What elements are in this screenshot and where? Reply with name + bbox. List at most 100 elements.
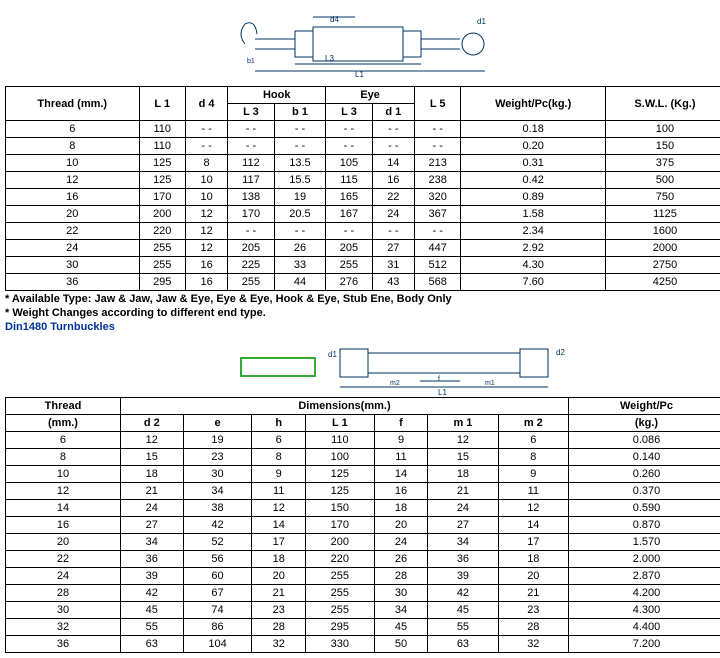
t2-cell: 21: [428, 483, 498, 500]
t1-cell: 125: [139, 172, 185, 189]
col2-m2: m 2: [498, 415, 568, 432]
t2-cell: 45: [120, 602, 183, 619]
t1-cell: 138: [228, 189, 274, 206]
t2-cell: 0.140: [569, 449, 720, 466]
t1-cell: - -: [326, 223, 372, 240]
t2-cell: 17: [252, 534, 305, 551]
svg-text:d2: d2: [556, 348, 565, 357]
col-d4: d 4: [185, 87, 227, 121]
t2-cell: 63: [428, 636, 498, 653]
t2-cell: 330: [305, 636, 374, 653]
t1-cell: 225: [228, 257, 274, 274]
t2-cell: 67: [183, 585, 252, 602]
col-hook-b1: b 1: [274, 104, 326, 121]
t1-cell: 105: [326, 155, 372, 172]
t1-cell: - -: [185, 138, 227, 155]
table-row: 223656182202636182.000: [6, 551, 720, 568]
t1-cell: 20.5: [274, 206, 326, 223]
col2-dims: Dimensions(mm.): [120, 398, 568, 415]
t2-cell: 86: [183, 619, 252, 636]
t1-cell: 31: [372, 257, 414, 274]
t1-cell: 10: [185, 189, 227, 206]
t1-cell: 213: [414, 155, 460, 172]
t2-cell: 34: [428, 534, 498, 551]
t2-cell: 27: [428, 517, 498, 534]
t2-cell: 15: [120, 449, 183, 466]
t2-cell: 4.400: [569, 619, 720, 636]
t1-cell: 512: [414, 257, 460, 274]
t2-cell: 42: [428, 585, 498, 602]
t2-cell: 60: [183, 568, 252, 585]
svg-text:d1: d1: [328, 350, 337, 359]
t1-cell: 0.31: [461, 155, 606, 172]
svg-text:d4: d4: [330, 15, 339, 24]
t1-cell: 112: [228, 155, 274, 172]
t2-cell: 2.000: [569, 551, 720, 568]
t2-cell: 18: [498, 551, 568, 568]
t2-cell: 28: [6, 585, 121, 602]
t2-cell: 23: [498, 602, 568, 619]
t1-cell: - -: [372, 121, 414, 138]
table-row: 161701013819165223200.89750: [6, 189, 720, 206]
t2-cell: 255: [305, 585, 374, 602]
t1-cell: 15.5: [274, 172, 326, 189]
din1480-body-diagram: d1 d2 L1 m2 m1 f: [320, 337, 580, 397]
t1-cell: 0.89: [461, 189, 606, 206]
table-row: 242551220526205274472.922000: [6, 240, 720, 257]
t1-cell: 238: [414, 172, 460, 189]
col-eye: Eye: [326, 87, 415, 104]
t1-cell: - -: [414, 223, 460, 240]
t2-cell: 200: [305, 534, 374, 551]
t2-cell: 6: [6, 432, 121, 449]
t2-cell: 24: [120, 500, 183, 517]
t2-cell: 8: [6, 449, 121, 466]
t2-cell: 4.300: [569, 602, 720, 619]
t2-cell: 10: [6, 466, 121, 483]
col2-thread: Thread: [6, 398, 121, 415]
t2-cell: 7.200: [569, 636, 720, 653]
t2-cell: 55: [120, 619, 183, 636]
t1-cell: 7.60: [461, 274, 606, 291]
t2-cell: 0.086: [569, 432, 720, 449]
t2-cell: 0.260: [569, 466, 720, 483]
table-row: 815238100111580.140: [6, 449, 720, 466]
table-row: 6110- -- -- -- -- -- -0.18100: [6, 121, 720, 138]
col-thread: Thread (mm.): [6, 87, 140, 121]
table-row: 61219611091260.086: [6, 432, 720, 449]
t1-cell: - -: [185, 121, 227, 138]
t2-cell: 16: [6, 517, 121, 534]
t2-cell: 28: [374, 568, 427, 585]
col-l1: L 1: [139, 87, 185, 121]
t1-cell: 24: [6, 240, 140, 257]
t1-cell: 4250: [605, 274, 720, 291]
t1-cell: 19: [274, 189, 326, 206]
diagram-2-area: d1 d2 L1 m2 m1 f: [5, 337, 720, 397]
t2-cell: 21: [252, 585, 305, 602]
t2-cell: 50: [374, 636, 427, 653]
t2-cell: 6: [252, 432, 305, 449]
table-row: 10125811213.5105142130.31375: [6, 155, 720, 172]
t2-cell: 27: [120, 517, 183, 534]
t2-cell: 11: [374, 449, 427, 466]
t2-cell: 24: [428, 500, 498, 517]
t2-cell: 110: [305, 432, 374, 449]
t1-cell: 220: [139, 223, 185, 240]
t1-cell: - -: [274, 121, 326, 138]
t2-cell: 4.200: [569, 585, 720, 602]
col-eye-l3: L 3: [326, 104, 372, 121]
t2-cell: 26: [374, 551, 427, 568]
table-row: 1018309125141890.260: [6, 466, 720, 483]
col2-f: f: [374, 415, 427, 432]
t1-cell: 115: [326, 172, 372, 189]
t1-cell: 1600: [605, 223, 720, 240]
t1-cell: 205: [326, 240, 372, 257]
t1-cell: - -: [228, 121, 274, 138]
t1-cell: 255: [139, 257, 185, 274]
t2-cell: 9: [374, 432, 427, 449]
t2-cell: 21: [498, 585, 568, 602]
t1-cell: 2750: [605, 257, 720, 274]
svg-text:d1: d1: [477, 17, 486, 26]
t2-cell: 12: [252, 500, 305, 517]
col-hook: Hook: [228, 87, 326, 104]
t2-cell: 9: [498, 466, 568, 483]
